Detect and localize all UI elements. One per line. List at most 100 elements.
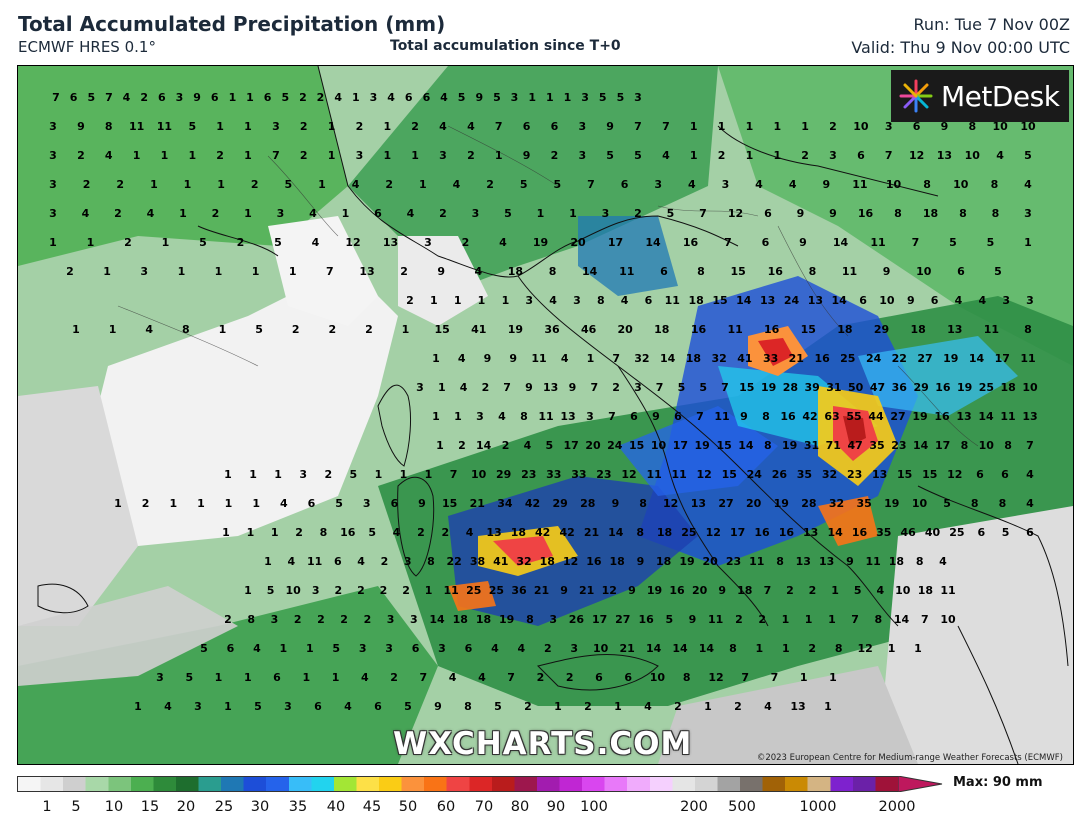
precipitation-value: 4 [644,700,652,713]
precipitation-value: 1 [328,120,336,133]
precipitation-value: 2 [441,526,449,539]
valid-time: Valid: Thu 9 Nov 00:00 UTC [851,38,1070,57]
precipitation-value: 21 [579,584,594,597]
precipitation-value: 7 [696,410,704,423]
precipitation-value: 6 [957,265,965,278]
precipitation-value: 8 [636,526,644,539]
precipitation-value: 28 [801,497,816,510]
precipitation-value: 2 [124,236,132,249]
precipitation-value: 2 [142,497,150,510]
precipitation-value: 1 [224,468,232,481]
precipitation-value: 11 [870,236,885,249]
precipitation-value: 14 [582,265,598,278]
precipitation-value: 4 [755,178,763,191]
precipitation-value: 10 [1022,381,1038,394]
precipitation-value-grid: 7 6 5 7 4 2 6 3 9 6 1 1 6 5 2 2 4 1 3 4 6 6 4 5 9 5 3 1 1 1 3 5 5 33 9 8 11 1… [49,91,1038,713]
precipitation-value: 4 [439,120,447,133]
precipitation-value: 3 [299,468,307,481]
precipitation-value: 36 [544,323,560,336]
chart-title: Total Accumulated Precipitation (mm) [18,12,446,36]
precipitation-value: 1 [222,526,230,539]
precipitation-value: 41 [737,352,752,365]
precipitation-value: 6 [857,149,865,162]
precipitation-value: 6 [391,497,399,510]
precipitation-value: 1 [179,207,187,220]
precipitation-value: 2 [300,120,308,133]
precipitation-value: 21 [534,584,549,597]
precipitation-value: 14 [660,352,676,365]
precipitation-value: 18 [657,526,672,539]
precipitation-value: 5 [520,178,528,191]
precipitation-value: 4 [1026,497,1034,510]
precipitation-value: 1 [746,120,754,133]
precipitation-value: 2 [467,149,475,162]
precipitation-value: 27 [615,613,630,626]
precipitation-value: 10 [940,613,956,626]
precipitation-value: 14 [672,642,688,655]
precipitation-value: 21 [584,526,599,539]
precipitation-value: 22 [447,555,462,568]
precipitation-value: 46 [901,526,917,539]
precipitation-value: 4 [876,584,884,597]
precipitation-value: 1 [383,120,391,133]
precipitation-value: 2 [458,439,466,452]
precipitation-value: 4 [517,642,525,655]
precipitation-value: 4 [955,294,963,307]
precipitation-map[interactable]: 7 6 5 7 4 2 6 3 9 6 1 1 6 5 2 2 4 1 3 4 6 6 4 5 9 5 3 1 1 1 3 5 5 3 3 9 8 11 1… [17,65,1074,765]
precipitation-value: 17 [935,439,950,452]
precipitation-value: 28 [783,381,798,394]
precipitation-value: 16 [691,323,707,336]
precipitation-value: 10 [651,439,667,452]
precipitation-value: 16 [814,352,830,365]
precipitation-value: 5 [634,149,642,162]
precipitation-value: 8 [809,265,817,278]
precipitation-value: 23 [521,468,536,481]
precipitation-value: 4 [458,352,466,365]
precipitation-value: 2 [317,613,325,626]
precipitation-value: 1 [432,410,440,423]
precipitation-value: 13 [808,294,823,307]
precipitation-value: 20 [703,555,719,568]
precipitation-value: 7 [105,91,113,104]
precipitation-value: 3 [829,149,837,162]
precipitation-value: 12 [621,468,636,481]
precipitation-value: 3 [586,410,594,423]
precipitation-value: 8 [549,265,557,278]
precipitation-value: 16 [340,526,356,539]
precipitation-value: 15 [731,265,746,278]
precipitation-value: 4 [688,178,696,191]
precipitation-value: 6 [423,91,431,104]
precipitation-value: 1 [800,671,808,684]
precipitation-value: 6 [764,207,772,220]
precipitation-value: 11 [866,555,881,568]
precipitation-value: 1 [249,468,257,481]
precipitation-value: 9 [569,381,577,394]
precipitation-value: 3 [438,642,446,655]
precipitation-value: 6 [621,178,629,191]
metdesk-logo[interactable]: MetDesk [891,70,1069,122]
precipitation-value: 23 [847,468,862,481]
precipitation-value: 27 [917,352,932,365]
precipitation-value: 19 [912,410,927,423]
precipitation-value: 8 [961,439,969,452]
precipitation-value: 1 [216,120,224,133]
precipitation-value: 5 [667,207,675,220]
precipitation-value: 10 [879,294,895,307]
colorbar-tick-label: 15 [140,799,160,815]
precipitation-value: 3 [654,178,662,191]
precipitation-value: 28 [580,497,595,510]
precipitation-value: 1 [134,700,142,713]
precipitation-value: 10 [953,178,969,191]
precipitation-value: 17 [673,439,688,452]
precipitation-value: 29 [913,381,928,394]
precipitation-value: 6 [412,642,420,655]
precipitation-value: 1 [746,149,754,162]
precipitation-value: 2 [551,149,559,162]
precipitation-value: 3 [1026,294,1034,307]
precipitation-value: 10 [916,265,932,278]
precipitation-value: 5 [665,613,673,626]
precipitation-value: 7 [419,671,427,684]
precipitation-value: 13 [359,265,374,278]
precipitation-value: 11 [940,584,955,597]
precipitation-value: 5 [606,149,614,162]
